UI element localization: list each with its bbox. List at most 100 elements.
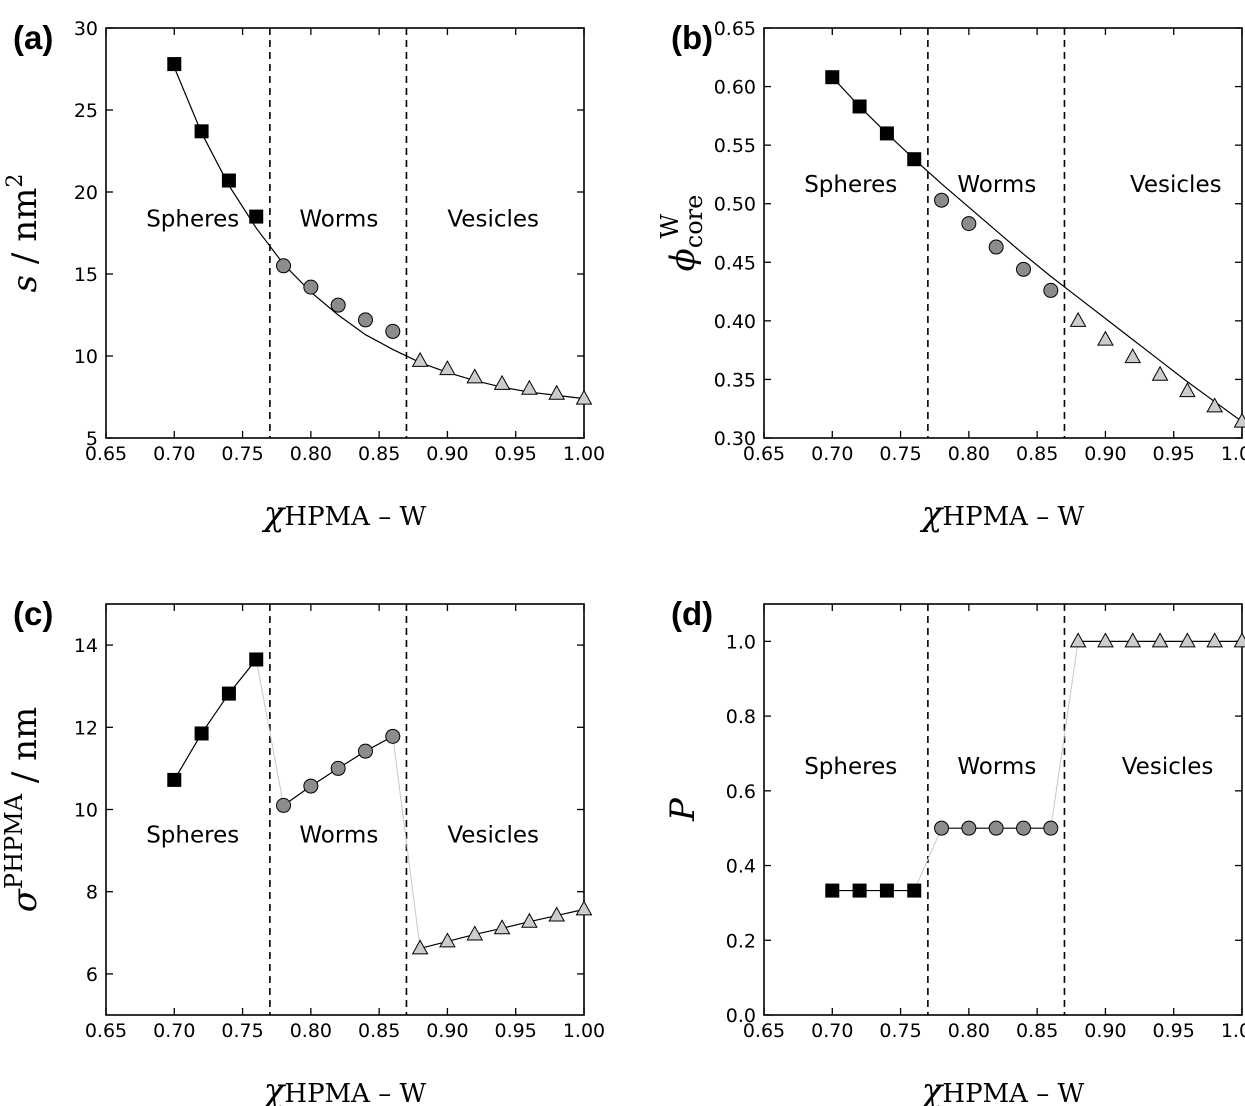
panel-label: (c) [13, 595, 53, 632]
region-label: Vesicles [1122, 754, 1214, 780]
region-label: Worms [957, 172, 1036, 198]
y-tick-label: 20 [74, 182, 98, 204]
x-axis-title: χHPMA – W [262, 494, 427, 534]
region-label: Vesicles [447, 822, 539, 848]
triangle-marker [1206, 632, 1224, 648]
series-line [173, 659, 257, 781]
triangle-marker [1179, 382, 1196, 398]
y-tick-label: 0.65 [714, 18, 756, 40]
triangle-marker [1124, 348, 1142, 364]
x-tick-label: 0.70 [153, 443, 195, 465]
x-tick-label: 0.90 [426, 1020, 468, 1042]
x-tick-label: 0.75 [221, 1020, 263, 1042]
y-axis-superscript: W [656, 214, 684, 239]
x-axis-symbol: χ [262, 1071, 287, 1106]
triangle-marker [548, 384, 566, 400]
circle-marker [988, 239, 1004, 255]
circle-marker [330, 760, 346, 776]
y-axis-symbol: σ [5, 888, 45, 912]
fit-curve [173, 67, 585, 400]
triangle-marker [1097, 632, 1114, 648]
phase-connector-line [913, 827, 943, 891]
x-tick-label: 0.65 [85, 443, 127, 465]
x-tick-label: 0.85 [1016, 1020, 1058, 1042]
triangle-marker [1233, 412, 1245, 428]
triangle-marker [1097, 330, 1114, 346]
y-axis-symbol: s [5, 275, 45, 292]
triangle-marker [439, 932, 456, 948]
y-tick-label: 8 [86, 882, 98, 904]
circle-marker [303, 279, 319, 295]
y-axis-superscript: 2 [3, 174, 28, 188]
x-tick-label: 0.80 [948, 443, 990, 465]
circle-marker [330, 297, 346, 313]
triangle-marker [575, 389, 593, 405]
y-tick-label: 14 [74, 635, 98, 657]
y-tick-label: 12 [74, 717, 98, 739]
y-tick-label: 0.8 [726, 706, 756, 728]
panel-label: (b) [671, 19, 713, 56]
square-marker [879, 883, 894, 898]
circle-marker [988, 820, 1004, 836]
x-tick-label: 0.95 [1153, 443, 1195, 465]
region-label: Worms [299, 822, 378, 848]
triangle-marker [521, 379, 538, 395]
x-axis-symbol: χ [920, 494, 945, 534]
y-tick-label: 0.60 [714, 77, 756, 99]
x-tick-label: 0.65 [743, 1020, 785, 1042]
x-tick-label: 0.85 [358, 443, 400, 465]
y-tick-label: 0.2 [726, 930, 756, 952]
x-tick-label: 0.65 [85, 1020, 127, 1042]
x-axis-symbol: χ [920, 1071, 945, 1106]
y-tick-label: 15 [74, 264, 98, 286]
y-tick-label: 0.35 [714, 369, 756, 391]
y-tick-label: 5 [86, 428, 98, 450]
x-tick-label: 0.70 [811, 443, 853, 465]
y-tick-label: 0.55 [714, 135, 756, 157]
x-axis-subscript: HPMA – W [942, 1079, 1084, 1106]
region-label: Spheres [146, 206, 239, 232]
panel-label: (a) [13, 19, 53, 56]
triangle-marker [1069, 632, 1087, 648]
x-tick-label: 1.00 [563, 443, 605, 465]
y-axis-title: σPHPMA / nm [0, 707, 45, 913]
square-marker [907, 883, 922, 898]
y-tick-label: 10 [74, 346, 98, 368]
x-tick-label: 0.65 [743, 443, 785, 465]
circle-marker [961, 216, 977, 232]
y-tick-label: 0.0 [726, 1005, 756, 1027]
region-label: Vesicles [1130, 172, 1222, 198]
square-marker [852, 883, 867, 898]
square-marker [221, 686, 236, 701]
x-tick-label: 0.70 [153, 1020, 195, 1042]
x-axis-symbol: χ [262, 494, 287, 534]
triangle-marker [493, 374, 511, 390]
triangle-marker [411, 351, 429, 367]
y-axis-symbol: ϕ [663, 248, 703, 271]
y-tick-label: 1.0 [726, 631, 756, 653]
y-tick-label: 0.30 [714, 428, 756, 450]
x-axis-title: χHPMA – W [920, 494, 1085, 534]
x-tick-label: 1.00 [563, 1020, 605, 1042]
y-tick-label: 30 [74, 18, 98, 40]
square-marker [825, 70, 840, 85]
triangle-marker [466, 368, 484, 384]
y-tick-label: 0.6 [726, 781, 756, 803]
x-tick-label: 0.80 [290, 443, 332, 465]
y-axis-title: ϕcoreW [656, 195, 708, 272]
x-tick-label: 0.95 [495, 1020, 537, 1042]
region-label: Worms [299, 206, 378, 232]
triangle-marker [411, 939, 429, 955]
y-tick-label: 10 [74, 800, 98, 822]
square-marker [194, 726, 209, 741]
x-tick-label: 0.90 [1084, 443, 1126, 465]
circle-marker [276, 258, 292, 274]
triangle-marker [1233, 632, 1245, 648]
triangle-marker [1179, 632, 1196, 648]
plot-frame [763, 603, 1243, 1016]
circle-marker [303, 778, 319, 794]
plot-frame [105, 27, 585, 439]
x-tick-label: 0.70 [811, 1020, 853, 1042]
circle-marker [1043, 820, 1059, 836]
